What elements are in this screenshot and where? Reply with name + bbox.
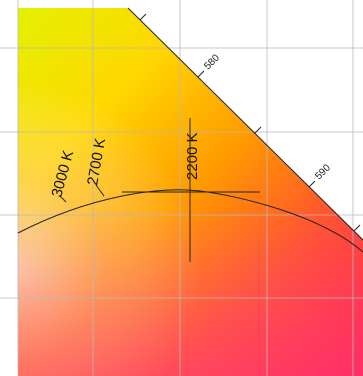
- cct-label-2200k: 2200 K: [184, 132, 201, 180]
